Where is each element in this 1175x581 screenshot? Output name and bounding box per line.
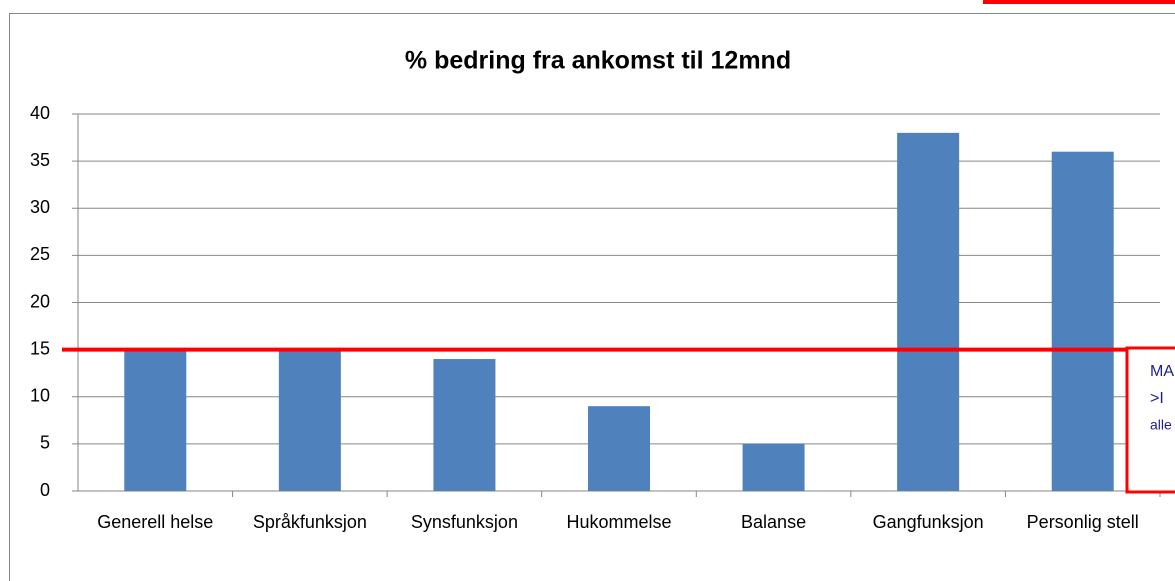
x-tick-label: Hukommelse (566, 512, 671, 532)
bar (278, 349, 341, 491)
chart-title: % bedring fra ankomst til 12mnd (405, 47, 791, 75)
x-tick-label: Språkfunksjon (253, 512, 367, 532)
y-tick-label: 5 (40, 433, 50, 453)
y-tick-label: 10 (30, 386, 50, 406)
bar (742, 443, 805, 491)
annotation-box (1125, 346, 1175, 494)
bar (588, 406, 650, 491)
x-tick-label: Personlig stell (1027, 512, 1139, 532)
bar (124, 349, 187, 491)
bar (433, 359, 496, 491)
y-tick-label: 0 (40, 480, 50, 500)
annotation-text: alle (1150, 417, 1172, 433)
top-marker (983, 0, 1175, 4)
x-tick-label: Balanse (741, 512, 806, 532)
bar (897, 132, 960, 491)
x-tick-label: Synsfunksjon (411, 512, 518, 532)
chart-border (9, 13, 1175, 581)
y-tick-label: 20 (30, 291, 50, 311)
y-tick-label: 30 (30, 197, 50, 217)
y-tick-label: 40 (30, 103, 50, 123)
y-tick-label: 35 (30, 150, 50, 170)
x-tick-label: Generell helse (97, 512, 213, 532)
y-tick-label: 15 (30, 338, 50, 358)
bar (1051, 151, 1114, 491)
y-tick-label: 25 (30, 244, 50, 264)
annotation-text: >I (1150, 390, 1164, 407)
x-tick-label: Gangfunksjon (873, 512, 984, 532)
annotation-text: MA (1150, 363, 1174, 380)
